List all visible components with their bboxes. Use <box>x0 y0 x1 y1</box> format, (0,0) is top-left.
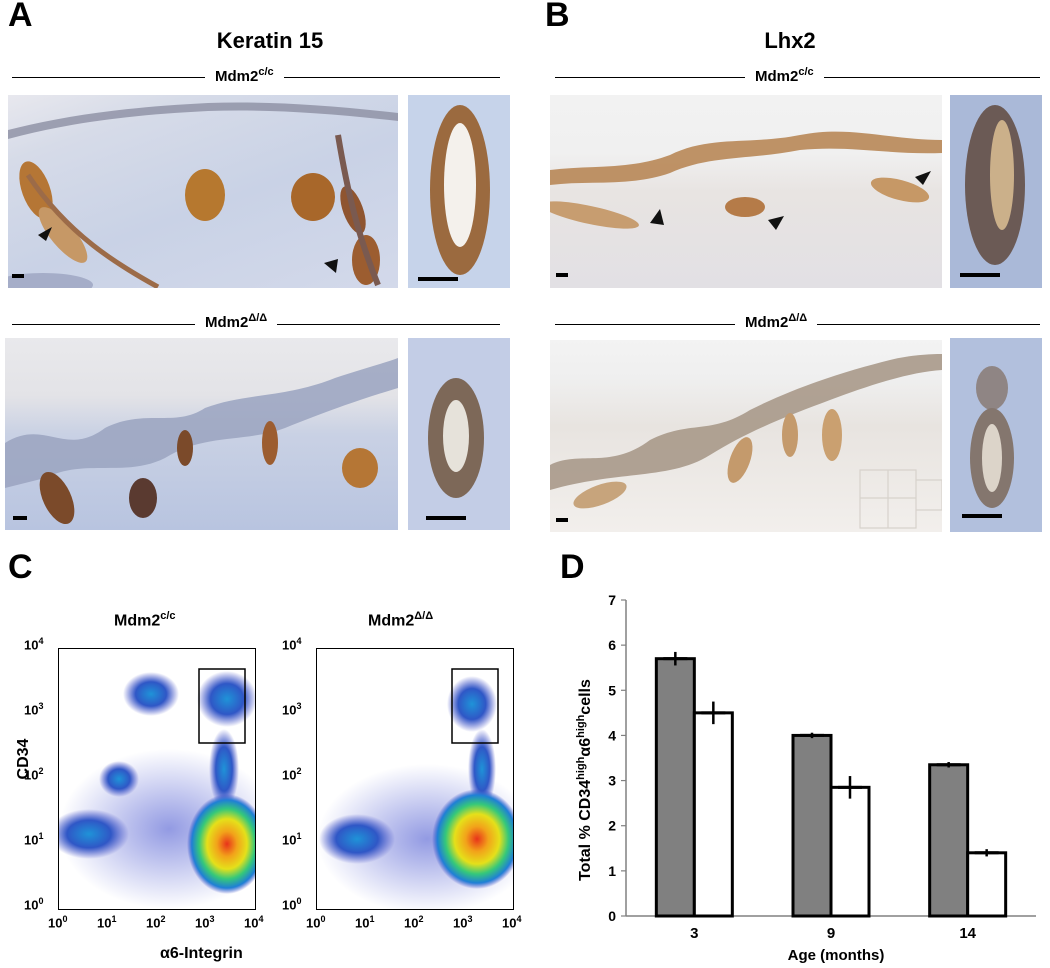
flow-xlabel: α6-Integrin <box>160 945 243 962</box>
keratin15-mutant-inset <box>408 338 510 530</box>
bar <box>966 851 1008 918</box>
flow-x-tick: 104 <box>244 914 264 931</box>
flow-y-tick: 103 <box>24 701 44 718</box>
x-tick-label: 14 <box>959 925 976 942</box>
panel-b-title: Lhx2 <box>764 28 816 53</box>
panel-b-genotype-bottom: Mdm2Δ/Δ <box>735 312 818 331</box>
panel-d-label: D <box>560 548 585 586</box>
flow-x-tick: 100 <box>306 914 326 931</box>
flow-x-tick: 102 <box>146 914 166 931</box>
y-tick-label: 0 <box>608 908 616 924</box>
flow-y-tick: 101 <box>282 831 302 848</box>
bar <box>829 785 871 918</box>
flow-x-tick: 101 <box>97 914 117 931</box>
bar <box>791 733 833 918</box>
flow-y-tick: 101 <box>24 831 44 848</box>
panel-b-genotype-top: Mdm2c/c <box>745 66 824 85</box>
flow-y-tick: 103 <box>282 701 302 718</box>
panel-a-genotype-top: Mdm2c/c <box>205 66 284 85</box>
panel-b-label: B <box>545 0 570 34</box>
lhx2-control-image <box>550 95 942 288</box>
x-tick-label: 9 <box>827 925 835 942</box>
bar <box>654 657 696 918</box>
flow-left-title: Mdm2c/c <box>114 610 176 630</box>
flow-x-tick: 104 <box>502 914 522 931</box>
bar-chart-ylabel: Total % CD34highα6highcells <box>575 679 594 881</box>
y-tick-label: 3 <box>608 773 616 789</box>
panel-a-title: Keratin 15 <box>216 28 324 53</box>
bar-chart-xlabel: Age (months) <box>788 947 885 964</box>
keratin15-mutant-image <box>5 338 398 530</box>
y-tick-label: 4 <box>608 727 616 743</box>
y-tick-label: 5 <box>608 682 616 698</box>
lhx2-mutant-inset <box>950 338 1042 532</box>
flow-y-tick: 100 <box>282 896 302 913</box>
bar-chart: Total % CD34highα6highcells Age (months)… <box>575 592 1036 964</box>
y-tick-label: 2 <box>608 818 616 834</box>
y-tick-label: 1 <box>608 863 616 879</box>
panel-a-label: A <box>8 0 33 34</box>
lhx2-mutant-image <box>550 340 942 532</box>
flow-y-tick: 104 <box>282 636 302 653</box>
flow-y-tick: 100 <box>24 896 44 913</box>
x-tick-label: 3 <box>690 925 698 942</box>
bar <box>928 763 970 918</box>
flow-x-tick: 103 <box>453 914 473 931</box>
panel-a-genotype-bottom: Mdm2Δ/Δ <box>195 312 278 331</box>
flow-y-tick: 104 <box>24 636 44 653</box>
flow-y-tick: 102 <box>24 766 44 783</box>
flow-x-tick: 100 <box>48 914 68 931</box>
flow-plot-mutant <box>316 648 514 910</box>
flow-x-tick: 101 <box>355 914 375 931</box>
panel-c-label: C <box>8 548 33 586</box>
bar <box>692 711 734 918</box>
flow-plot-control <box>58 648 256 910</box>
flow-y-tick: 102 <box>282 766 302 783</box>
flow-x-tick: 102 <box>404 914 424 931</box>
keratin15-control-image <box>8 95 398 288</box>
lhx2-control-inset <box>950 95 1042 288</box>
y-tick-label: 6 <box>608 637 616 653</box>
keratin15-control-inset <box>408 95 510 288</box>
y-tick-label: 7 <box>608 592 616 608</box>
flow-right-title: Mdm2Δ/Δ <box>368 610 434 630</box>
flow-x-tick: 103 <box>195 914 215 931</box>
